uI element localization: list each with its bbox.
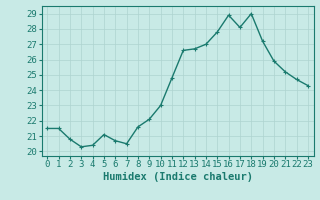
X-axis label: Humidex (Indice chaleur): Humidex (Indice chaleur): [103, 172, 252, 182]
